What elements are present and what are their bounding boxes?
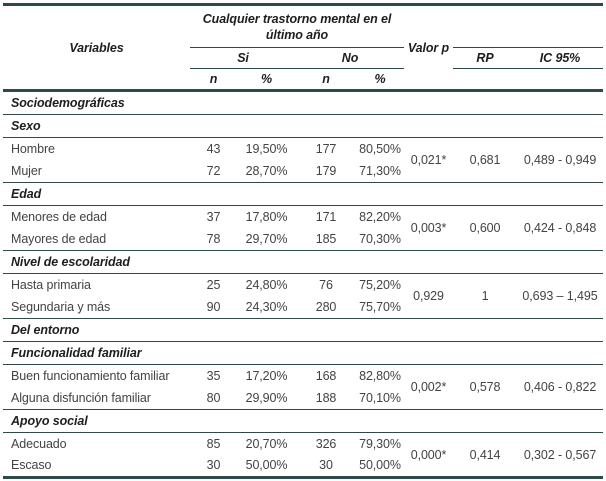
row-label: Hombre: [11, 142, 55, 156]
section-row-edad: Edad: [3, 183, 603, 206]
cell-si-n: 72: [206, 164, 221, 178]
cell-valor-p: 0,021*: [410, 153, 447, 167]
row-label: Mayores de edad: [11, 232, 107, 246]
cell-si-n: 37: [206, 210, 221, 224]
cell-rp: 0,600: [469, 221, 501, 235]
cell-no-n: 76: [319, 278, 333, 292]
row-label: Hasta primaria: [11, 278, 91, 292]
header-no-pct: %: [374, 72, 386, 86]
cell-no-pct: 70,10%: [359, 391, 401, 405]
header-ic-95: IC 95%: [517, 48, 603, 69]
header-si-pct: %: [260, 72, 272, 86]
cell-si-pct: 17,80%: [245, 210, 288, 224]
cell-no-pct: 71,30%: [359, 164, 401, 178]
cell-si-n: 35: [206, 369, 221, 383]
group-funcionalidad: Buen funcionamiento familiar 35 17,20% 1…: [3, 365, 603, 410]
section-row-entorno: Del entorno: [3, 319, 603, 342]
cell-si-pct: 20,70%: [245, 436, 288, 451]
cell-rp: 0,414: [469, 447, 501, 462]
header-variables: Variables: [69, 40, 124, 55]
header-valor-p: Valor p: [407, 40, 450, 55]
row-label: Menores de edad: [11, 210, 107, 224]
cell-ic: 0,424 - 0,848: [523, 221, 597, 235]
cell-no-n: 179: [315, 164, 337, 178]
group-apoyo: Adecuado 85 20,70% 326 79,30% Escaso 30 …: [3, 433, 603, 479]
cell-si-n: 80: [206, 391, 221, 405]
header-si-n: n: [209, 72, 218, 86]
cell-si-n: 30: [206, 458, 221, 473]
cell-ic: 0,489 - 0,949: [523, 153, 597, 167]
cell-valor-p: 0,003*: [410, 221, 447, 235]
cell-no-pct: 79,30%: [359, 436, 401, 451]
group-edad: Menores de edad 37 17,80% 171 82,20% May…: [3, 206, 603, 251]
cell-si-n: 25: [206, 278, 221, 292]
cell-valor-p: 0,929: [413, 289, 444, 303]
cell-no-n: 30: [319, 458, 333, 473]
cell-ic: 0,406 - 0,822: [523, 380, 597, 394]
cell-valor-p: 0,000*: [410, 447, 447, 462]
cell-si-pct: 50,00%: [245, 458, 288, 473]
section-row-sexo: Sexo: [3, 115, 603, 138]
cell-no-pct: 75,20%: [359, 278, 401, 292]
cell-si-n: 43: [206, 142, 221, 156]
header-group-title: Cualquier trastorno mental en el último …: [190, 6, 404, 48]
header-rp-spacer: [453, 6, 603, 48]
header-no-n: n: [322, 72, 330, 86]
cell-rp: 0,578: [469, 380, 501, 394]
group-sexo: Hombre 43 19,50% 177 80,50% Mujer 72 28,…: [3, 138, 603, 183]
section-row-escolaridad: Nivel de escolaridad: [3, 251, 603, 274]
row-label: Mujer: [11, 164, 42, 178]
cell-no-pct: 70,30%: [359, 232, 401, 246]
table-header: Variables Cualquier trastorno mental en …: [3, 6, 603, 92]
cell-si-pct: 24,80%: [245, 278, 288, 292]
row-label: Segundaria y más: [11, 300, 111, 314]
cell-ic: 0,302 - 0,567: [523, 447, 597, 462]
row-label: Alguna disfunción familiar: [11, 391, 151, 405]
cell-ic: 0,693 – 1,495: [522, 289, 598, 303]
cell-si-pct: 28,70%: [245, 164, 288, 178]
cell-no-pct: 75,70%: [359, 300, 401, 314]
section-row-funcionalidad: Funcionalidad familiar: [3, 342, 603, 365]
cell-no-pct: 80,50%: [359, 142, 401, 156]
cell-valor-p: 0,002*: [410, 380, 447, 394]
cell-si-pct: 19,50%: [245, 142, 288, 156]
cell-no-n: 171: [315, 210, 337, 224]
cell-no-n: 168: [315, 369, 337, 383]
cell-no-pct: 82,80%: [359, 369, 401, 383]
cell-si-n: 90: [206, 300, 221, 314]
cell-si-n: 85: [206, 436, 221, 451]
cell-no-pct: 82,20%: [359, 210, 401, 224]
cell-no-n: 177: [315, 142, 337, 156]
header-rp: RP: [453, 48, 517, 69]
row-label: Escaso: [11, 458, 52, 473]
cell-si-pct: 29,90%: [245, 391, 288, 405]
cell-si-pct: 17,20%: [245, 369, 288, 383]
section-row-apoyo: Apoyo social: [3, 410, 603, 433]
cell-no-n: 188: [315, 391, 337, 405]
header-no: No: [296, 48, 404, 69]
cell-si-pct: 29,70%: [245, 232, 288, 246]
row-label: Buen funcionamiento familiar: [11, 369, 170, 383]
header-si: Si: [190, 48, 296, 69]
group-escolaridad: Hasta primaria 25 24,80% 76 75,20% Segun…: [3, 274, 603, 319]
section-row-sociodemograficas: Sociodemográficas: [3, 92, 603, 115]
cell-no-n: 326: [315, 436, 337, 451]
row-label: Adecuado: [11, 436, 67, 451]
cell-no-n: 185: [315, 232, 337, 246]
statistics-table: Variables Cualquier trastorno mental en …: [3, 3, 603, 479]
cell-rp: 0,681: [469, 153, 501, 167]
cell-rp: 1: [481, 289, 489, 303]
cell-si-n: 78: [206, 232, 221, 246]
cell-si-pct: 24,30%: [245, 300, 288, 314]
cell-no-n: 280: [315, 300, 337, 314]
cell-no-pct: 50,00%: [359, 458, 401, 473]
